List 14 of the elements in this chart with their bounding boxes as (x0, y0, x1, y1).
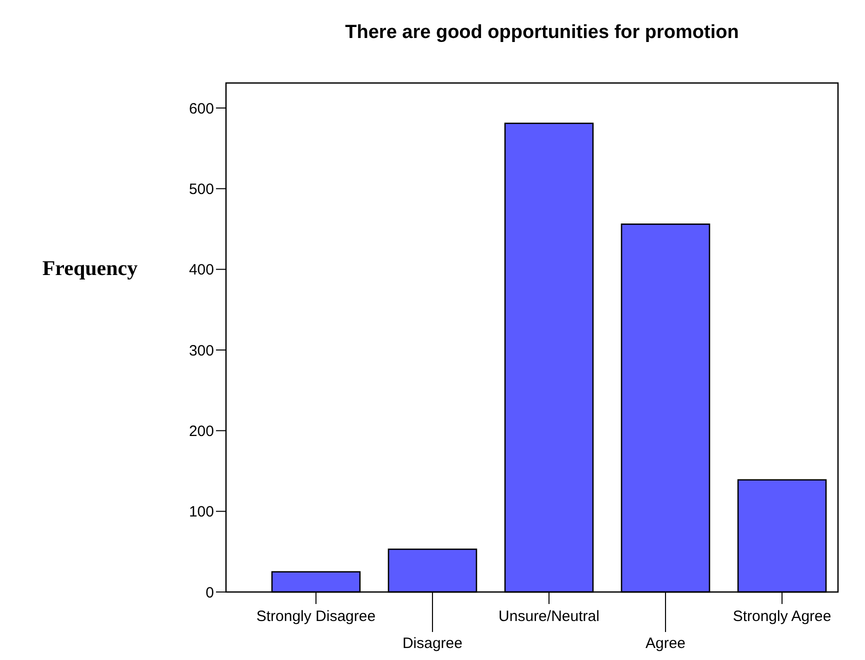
x-tick-label: Strongly Agree (732, 608, 832, 625)
y-tick-label: 300 (188, 342, 214, 360)
x-tick-label: Strongly Disagree (256, 608, 376, 625)
y-tick-label: 0 (206, 584, 214, 602)
y-axis-title: Frequency (42, 256, 138, 280)
x-tick-label: Disagree (402, 635, 462, 652)
y-tick-label: 100 (188, 504, 214, 521)
y-tick-label: 500 (188, 180, 214, 198)
chart-title: There are good opportunities for promotion (345, 22, 739, 43)
y-tick-label: 600 (188, 100, 214, 118)
y-tick-label: 400 (188, 262, 214, 279)
x-tick-label: Agree (646, 635, 686, 652)
x-tick-label: Unsure/Neutral (498, 608, 600, 625)
y-tick-label: 200 (188, 422, 214, 440)
